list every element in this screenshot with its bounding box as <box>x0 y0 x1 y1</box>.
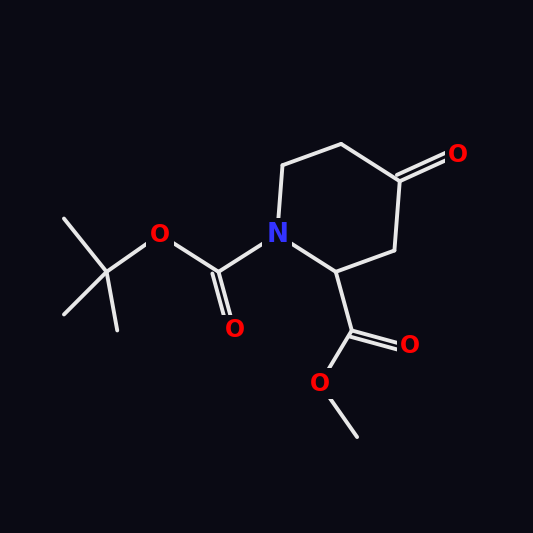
Text: O: O <box>310 372 330 396</box>
Text: O: O <box>150 222 170 247</box>
Text: O: O <box>224 318 245 343</box>
Text: O: O <box>448 142 469 167</box>
Text: O: O <box>400 334 421 359</box>
Text: N: N <box>266 222 288 247</box>
